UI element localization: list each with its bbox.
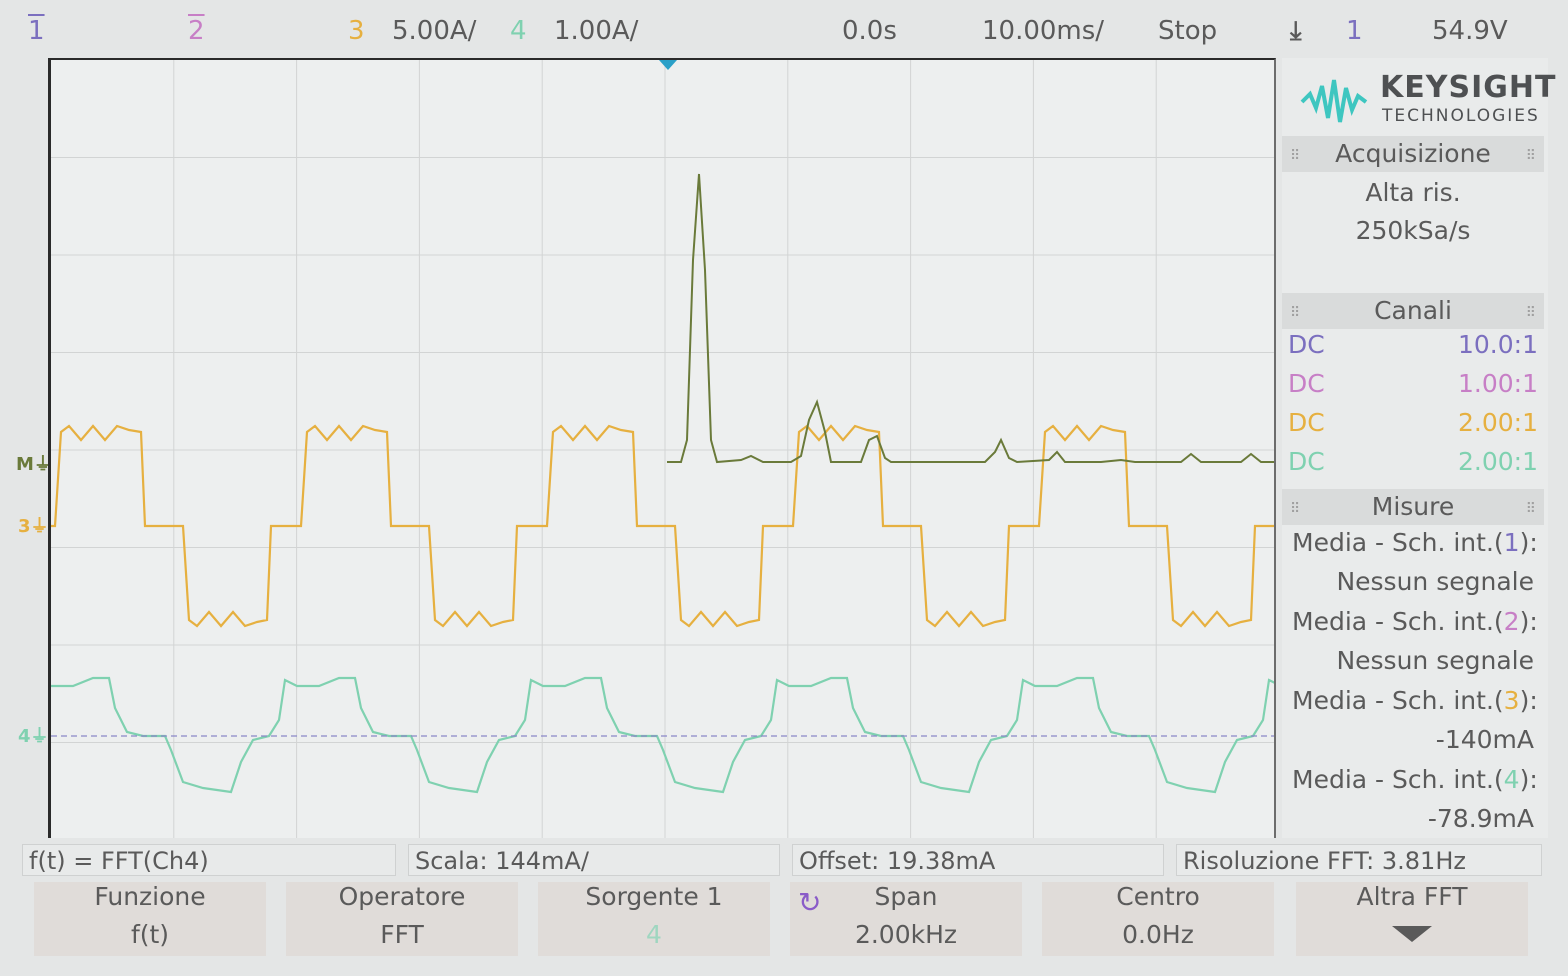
measurement-label: Media - Sch. int.(3): xyxy=(1292,686,1538,715)
channel-coupling: DC xyxy=(1288,369,1325,398)
offset-readout: Offset: 19.38mA xyxy=(792,844,1164,876)
function-readout: f(t) = FFT(Ch4) xyxy=(22,844,396,876)
channel-probe-ratio: 2.00:1 xyxy=(1458,447,1538,476)
ch4-scale[interactable]: 1.00A/ xyxy=(554,16,639,46)
ch3-ground-marker[interactable]: 3⏚ xyxy=(18,516,49,537)
ch4-waveform xyxy=(51,676,1274,794)
span-softkey[interactable]: ↻ Span 2.00kHz xyxy=(790,882,1022,956)
measurement-label: Media - Sch. int.(1): xyxy=(1292,528,1538,557)
trigger-source: 1 xyxy=(1346,16,1363,46)
math-info-bar: f(t) = FFT(Ch4) Scala: 144mA/ Offset: 19… xyxy=(0,840,1568,880)
waveform-display[interactable] xyxy=(48,58,1276,838)
ch2-indicator[interactable]: 2 xyxy=(188,16,205,46)
function-softkey[interactable]: Funzione f(t) xyxy=(34,882,266,956)
measurement-value: -140mA xyxy=(1435,725,1534,754)
math-ground-marker[interactable]: M⏚ xyxy=(16,454,52,475)
measurement-label: Media - Sch. int.(4): xyxy=(1292,765,1538,794)
run-state: Stop xyxy=(1158,16,1218,46)
keysight-wave-icon xyxy=(1300,79,1368,123)
more-fft-softkey[interactable]: Altra FFT xyxy=(1296,882,1528,956)
channel-coupling: DC xyxy=(1288,447,1325,476)
acquisition-header[interactable]: ⠿ Acquisizione ⠿ xyxy=(1282,136,1544,172)
scale-readout: Scala: 144mA/ xyxy=(408,844,780,876)
status-bar: 1 2 3 5.00A/ 4 1.00A/ 0.0s 10.00ms/ Stop… xyxy=(0,0,1568,58)
measurement-value: Nessun segnale xyxy=(1336,567,1534,596)
keysight-logo: KEYSIGHT TECHNOLOGIES xyxy=(1300,66,1555,130)
logo-sub-text: TECHNOLOGIES xyxy=(1382,106,1540,126)
rotate-knob-icon: ↻ xyxy=(798,886,822,919)
measurement-value: Nessun segnale xyxy=(1336,646,1534,675)
channel-probe-ratio: 10.0:1 xyxy=(1458,330,1538,359)
center-softkey[interactable]: Centro 0.0Hz xyxy=(1042,882,1274,956)
measurement-value: -78.9mA xyxy=(1427,804,1534,833)
ch4-ground-marker[interactable]: 4⏚ xyxy=(18,726,49,747)
channel-probe-ratio: 1.00:1 xyxy=(1458,369,1538,398)
measurements-header[interactable]: ⠿ Misure ⠿ xyxy=(1282,489,1544,525)
trigger-edge-icon: ⤓ xyxy=(1290,16,1302,46)
ch3-waveform xyxy=(51,424,1274,628)
measurement-label: Media - Sch. int.(2): xyxy=(1292,607,1538,636)
channels-header[interactable]: ⠿ Canali ⠿ xyxy=(1282,293,1544,329)
softkey-bar: Funzione f(t) Operatore FFT Sorgente 1 4… xyxy=(0,880,1568,976)
time-delay[interactable]: 0.0s xyxy=(842,16,897,46)
ch1-indicator[interactable]: 1 xyxy=(28,16,45,46)
ch4-indicator[interactable]: 4 xyxy=(510,16,527,46)
operator-softkey[interactable]: Operatore FFT xyxy=(286,882,518,956)
fft-waveform xyxy=(667,173,1274,464)
channel-coupling: DC xyxy=(1288,330,1325,359)
ch3-scale[interactable]: 5.00A/ xyxy=(392,16,477,46)
channel-coupling: DC xyxy=(1288,408,1325,437)
more-arrow-icon xyxy=(1392,926,1432,942)
channel-probe-ratio: 2.00:1 xyxy=(1458,408,1538,437)
time-base[interactable]: 10.00ms/ xyxy=(982,16,1105,46)
side-panel: KEYSIGHT TECHNOLOGIES ⠿ Acquisizione ⠿ Alt… xyxy=(1282,58,1555,838)
ch3-indicator[interactable]: 3 xyxy=(348,16,365,46)
trigger-level: 54.9V xyxy=(1432,16,1508,46)
trigger-position-marker xyxy=(659,60,677,70)
source1-softkey[interactable]: Sorgente 1 4 xyxy=(538,882,770,956)
fft-resolution-readout: Risoluzione FFT: 3.81Hz xyxy=(1176,844,1542,876)
acquisition-mode: Alta ris. xyxy=(1365,178,1461,207)
acquisition-rate: 250kSa/s xyxy=(1355,216,1471,245)
logo-brand-text: KEYSIGHT xyxy=(1380,70,1557,105)
waveform-canvas xyxy=(51,60,1274,838)
